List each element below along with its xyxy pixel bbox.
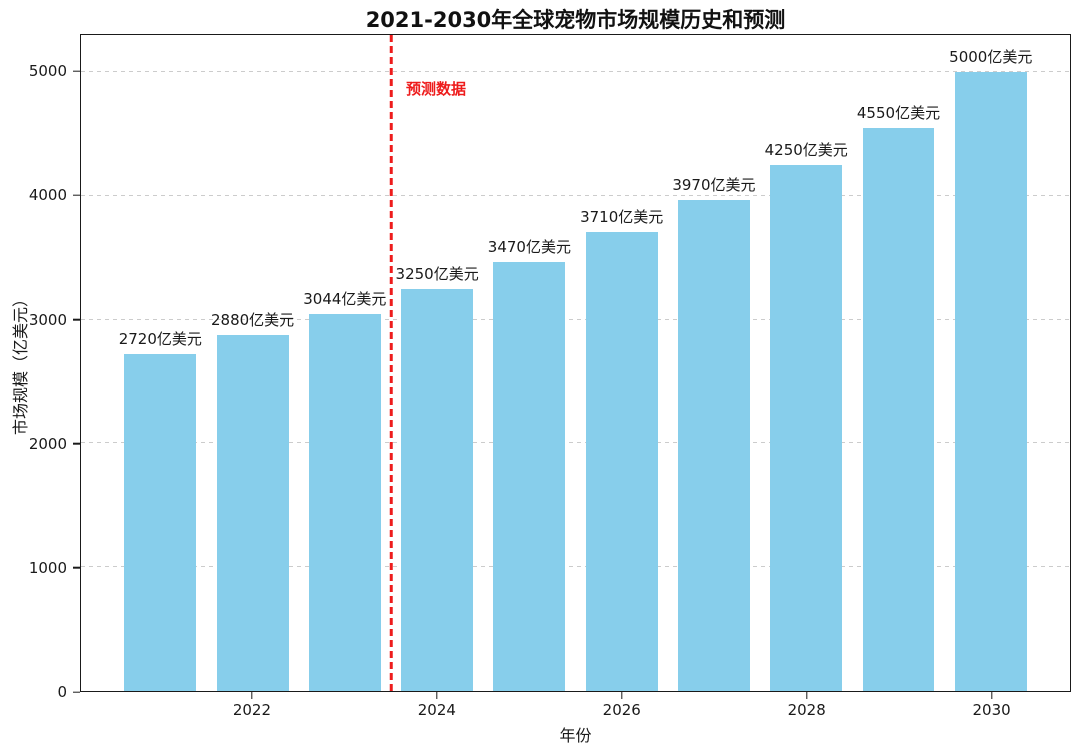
gridline-1000 [81,566,1070,568]
bar-group-2021: 2720亿美元 [119,35,202,691]
forecast-label: 预测数据 [406,80,467,98]
gridline-2000 [81,442,1070,444]
x-tick-2030 [990,692,993,699]
bar-group-2022: 2880亿美元 [211,35,294,691]
bar-group-2029: 4550亿美元 [857,35,940,691]
x-tick-2024 [436,692,438,699]
y-tick-3000 [73,318,80,321]
bar-2030 [954,72,1027,691]
x-axis: 2022 2024 2026 2028 2030 [80,692,1071,732]
x-tick-label-2030: 2030 [972,701,1011,719]
gridline-4000 [81,194,1070,196]
x-tick-2026 [621,692,623,699]
gridline-3000 [81,318,1070,320]
y-tick-5000 [73,70,80,72]
bar-2028 [770,164,843,691]
gridline-5000 [81,71,1070,73]
bar-value-label-2028: 4250亿美元 [764,140,848,159]
y-tick-2000 [73,443,80,445]
y-tick-label-0: 0 [57,683,67,701]
y-tick-label-4000: 4000 [28,186,67,205]
bar-2022 [216,334,289,691]
bar-2029 [862,127,935,691]
x-tick-2028 [805,692,808,699]
bar-value-label-2030: 5000亿美元 [949,48,1033,67]
y-tick-label-3000: 3000 [28,310,67,329]
x-tick-label-2024: 2024 [417,701,456,719]
bar-group-2027: 3970亿美元 [672,35,756,691]
bar-value-label-2024: 3250亿美元 [395,264,479,283]
x-tick-2022 [251,692,253,699]
bar-2026 [585,231,658,691]
plot-area: 预测数据 2720亿美元 2880亿美元 3044亿美元 3250亿美元 3470亿美元… [80,34,1071,692]
y-tick-1000 [73,567,80,569]
chart-title: 2021-2030年全球宠物市场规模历史和预测 [365,8,786,32]
bar-value-label-2023: 3044亿美元 [303,290,387,309]
bar-group-2023: 3044亿美元 [303,35,386,691]
bar-value-label-2025: 3470亿美元 [487,237,571,256]
x-tick-label-2026: 2026 [602,701,641,719]
bar-group-2026: 3710亿美元 [580,35,663,691]
forecast-divider-line [389,35,393,691]
bar-group-2030: 5000亿美元 [949,35,1032,691]
y-axis: 0 1000 2000 3000 4000 5000 [0,34,80,701]
y-tick-label-5000: 5000 [28,62,67,81]
bar-group-2025: 3470亿美元 [488,35,571,691]
bar-value-label-2029: 4550亿美元 [856,103,941,122]
bar-2027 [678,199,750,691]
bar-group-2028: 4250亿美元 [765,35,848,691]
x-tick-label-2028: 2028 [787,701,826,719]
bar-value-label-2021: 2720亿美元 [118,330,202,349]
bar-2023 [308,314,381,691]
bar-2021 [124,354,197,691]
x-axis-title: 年份 [559,726,592,745]
bar-2025 [493,261,566,691]
y-tick-4000 [73,194,80,197]
bar-value-label-2022: 2880亿美元 [210,310,295,329]
y-tick-label-2000: 2000 [28,434,67,453]
bar-group-2024: 3250亿美元 [396,35,479,691]
y-tick-label-1000: 1000 [28,558,67,577]
y-tick-0 [73,691,80,693]
bar-value-label-2026: 3710亿美元 [580,207,664,226]
bar-value-label-2027: 3970亿美元 [672,175,756,194]
bar-2024 [401,288,474,691]
x-tick-label-2022: 2022 [232,701,272,719]
